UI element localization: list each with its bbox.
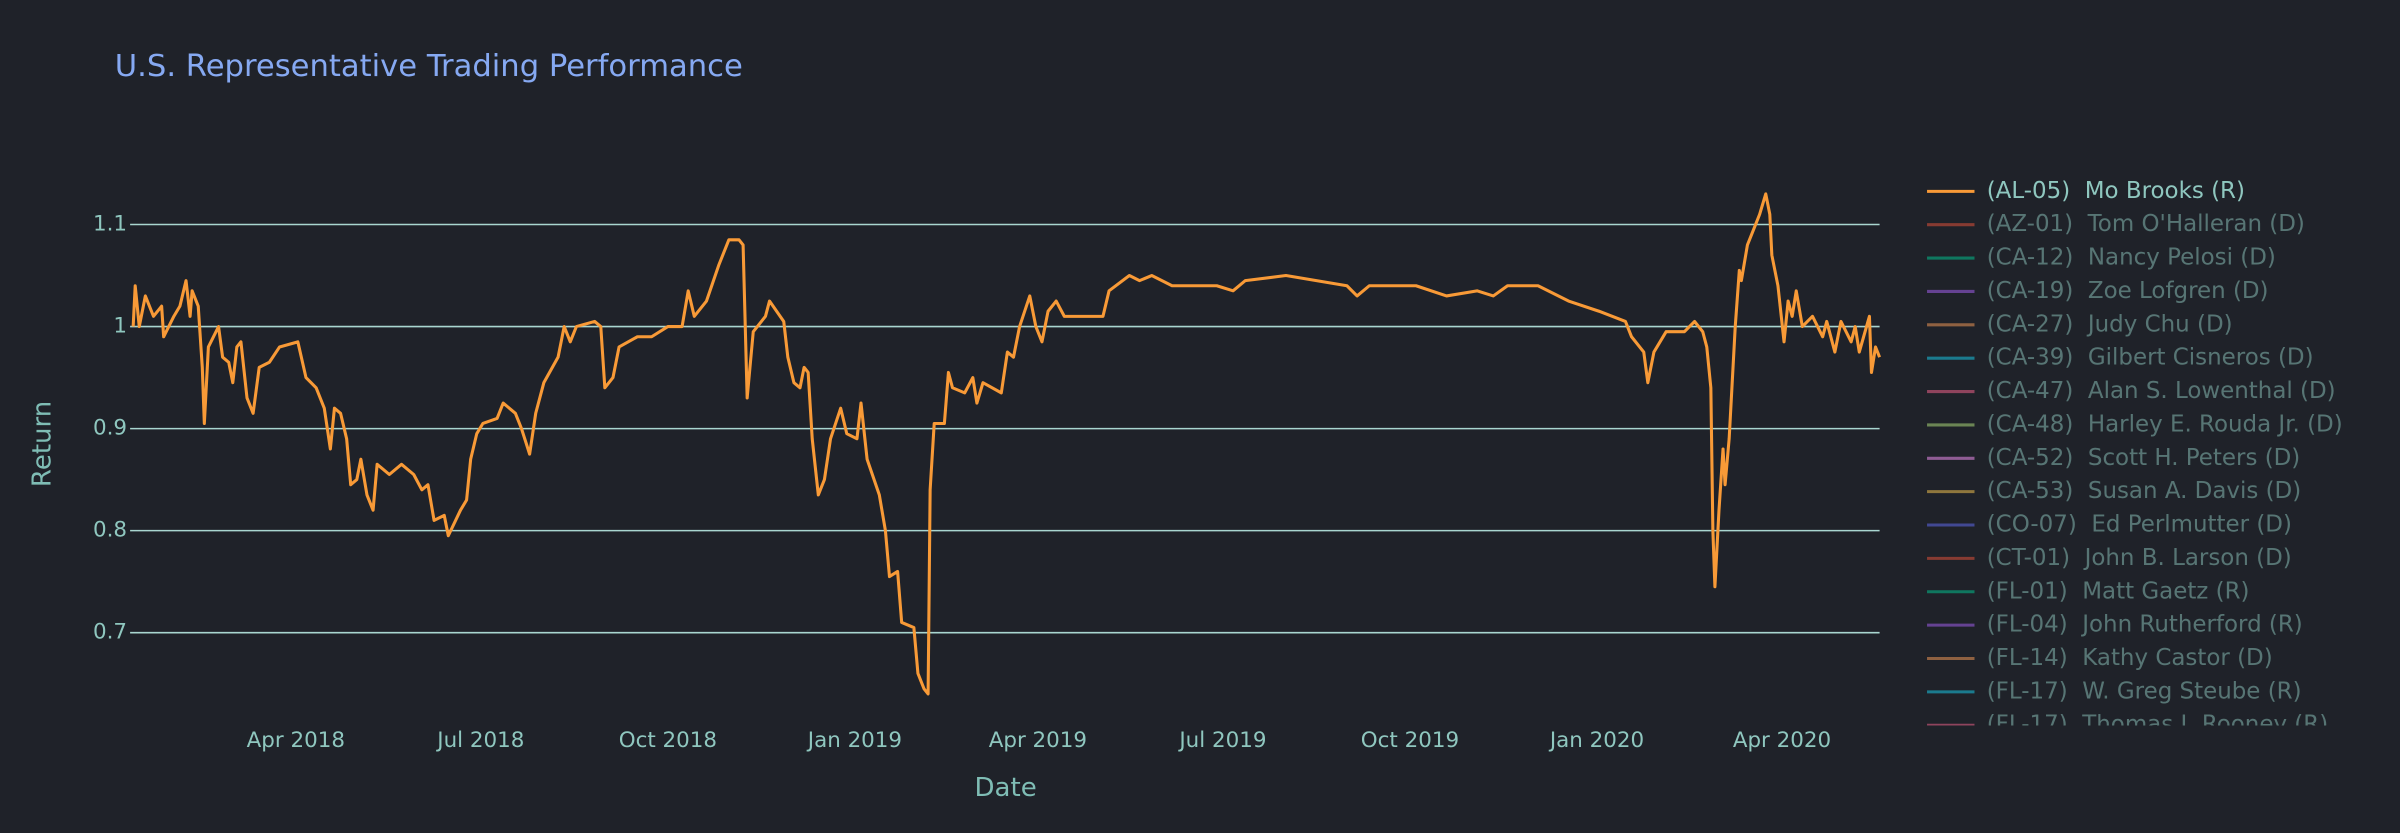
legend-item[interactable]: (CA-48) Harley E. Rouda Jr. (D)	[1927, 411, 2343, 437]
legend-item[interactable]: (FL-01) Matt Gaetz (R)	[1927, 578, 2249, 604]
legend-label: (CA-47) Alan S. Lowenthal (D)	[1987, 378, 2336, 404]
legend-item[interactable]: (CT-01) John B. Larson (D)	[1927, 545, 2292, 571]
series-line	[131, 192, 1882, 696]
legend-item[interactable]: (FL-17) Thomas J. Rooney (R)	[1927, 712, 2328, 738]
legend-item[interactable]: (CO-07) Ed Perlmutter (D)	[1927, 512, 2292, 538]
y-tick-label: 0.9	[93, 416, 127, 441]
legend-item[interactable]: (CA-53) Susan A. Davis (D)	[1927, 478, 2301, 504]
legend-item[interactable]: (CA-19) Zoe Lofgren (D)	[1927, 278, 2269, 304]
x-axis-title: Date	[975, 773, 1037, 803]
legend-label: (CA-53) Susan A. Davis (D)	[1987, 478, 2301, 504]
x-tick-label: Apr 2019	[989, 728, 1087, 753]
legend-label: (FL-04) John Rutherford (R)	[1987, 612, 2303, 638]
legend-item[interactable]: (CA-12) Nancy Pelosi (D)	[1927, 245, 2276, 271]
legend-item[interactable]: (AZ-01) Tom O'Halleran (D)	[1927, 211, 2305, 237]
legend-item[interactable]: (FL-14) Kathy Castor (D)	[1927, 645, 2273, 671]
legend-item[interactable]: (FL-04) John Rutherford (R)	[1927, 612, 2303, 638]
legend-label: (FL-17) Thomas J. Rooney (R)	[1987, 712, 2328, 738]
y-tick-label: 0.8	[93, 518, 127, 543]
y-tick-label: 1	[113, 314, 127, 339]
x-tick-label: Jul 2019	[1177, 728, 1266, 753]
grid: 0.7 0.8 0.9 1 1.1 Apr 2018 Jul 2018 Oct 2018 Jan…	[93, 212, 1880, 753]
legend-label: (CO-07) Ed Perlmutter (D)	[1987, 512, 2292, 538]
legend-label: (CA-19) Zoe Lofgren (D)	[1987, 278, 2269, 304]
legend-item[interactable]: (CA-27) Judy Chu (D)	[1927, 311, 2233, 337]
x-tick-label: Jul 2018	[435, 728, 524, 753]
x-tick-label: Apr 2018	[247, 728, 345, 753]
legend-item[interactable]: (FL-17) W. Greg Steube (R)	[1927, 678, 2302, 704]
legend-item[interactable]: (CA-52) Scott H. Peters (D)	[1927, 445, 2300, 471]
legend-label: (AZ-01) Tom O'Halleran (D)	[1987, 211, 2305, 237]
y-tick-label: 1.1	[93, 212, 127, 237]
legend-item[interactable]: (AL-05) Mo Brooks (R)	[1927, 178, 2245, 204]
x-tick-label: Oct 2018	[619, 728, 717, 753]
plot-area	[131, 192, 1882, 696]
legend-label: (CA-48) Harley E. Rouda Jr. (D)	[1987, 411, 2343, 437]
legend-label: (CA-39) Gilbert Cisneros (D)	[1987, 345, 2314, 371]
legend-label: (CT-01) John B. Larson (D)	[1987, 545, 2292, 571]
x-tick-label: Jan 2020	[1548, 728, 1644, 753]
legend-label: (AL-05) Mo Brooks (R)	[1987, 178, 2245, 204]
chart-title: U.S. Representative Trading Performance	[115, 49, 743, 84]
x-tick-label: Oct 2019	[1361, 728, 1459, 753]
legend-label: (FL-14) Kathy Castor (D)	[1987, 645, 2273, 671]
legend-label: (CA-52) Scott H. Peters (D)	[1987, 445, 2301, 471]
x-tick-label: Jan 2019	[806, 728, 902, 753]
y-tick-label: 0.7	[93, 620, 127, 645]
legend-item[interactable]: (CA-39) Gilbert Cisneros (D)	[1927, 345, 2314, 371]
legend-label: (CA-27) Judy Chu (D)	[1987, 311, 2233, 337]
x-tick-label: Apr 2020	[1733, 728, 1831, 753]
legend: (AL-05) Mo Brooks (R) (AZ-01) Tom O'Halle…	[1927, 178, 2343, 738]
legend-label: (CA-12) Nancy Pelosi (D)	[1987, 245, 2276, 271]
legend-label: (FL-17) W. Greg Steube (R)	[1987, 678, 2302, 704]
legend-item[interactable]: (CA-47) Alan S. Lowenthal (D)	[1927, 378, 2336, 404]
legend-label: (FL-01) Matt Gaetz (R)	[1987, 578, 2250, 604]
y-axis-title: Return	[27, 401, 57, 487]
